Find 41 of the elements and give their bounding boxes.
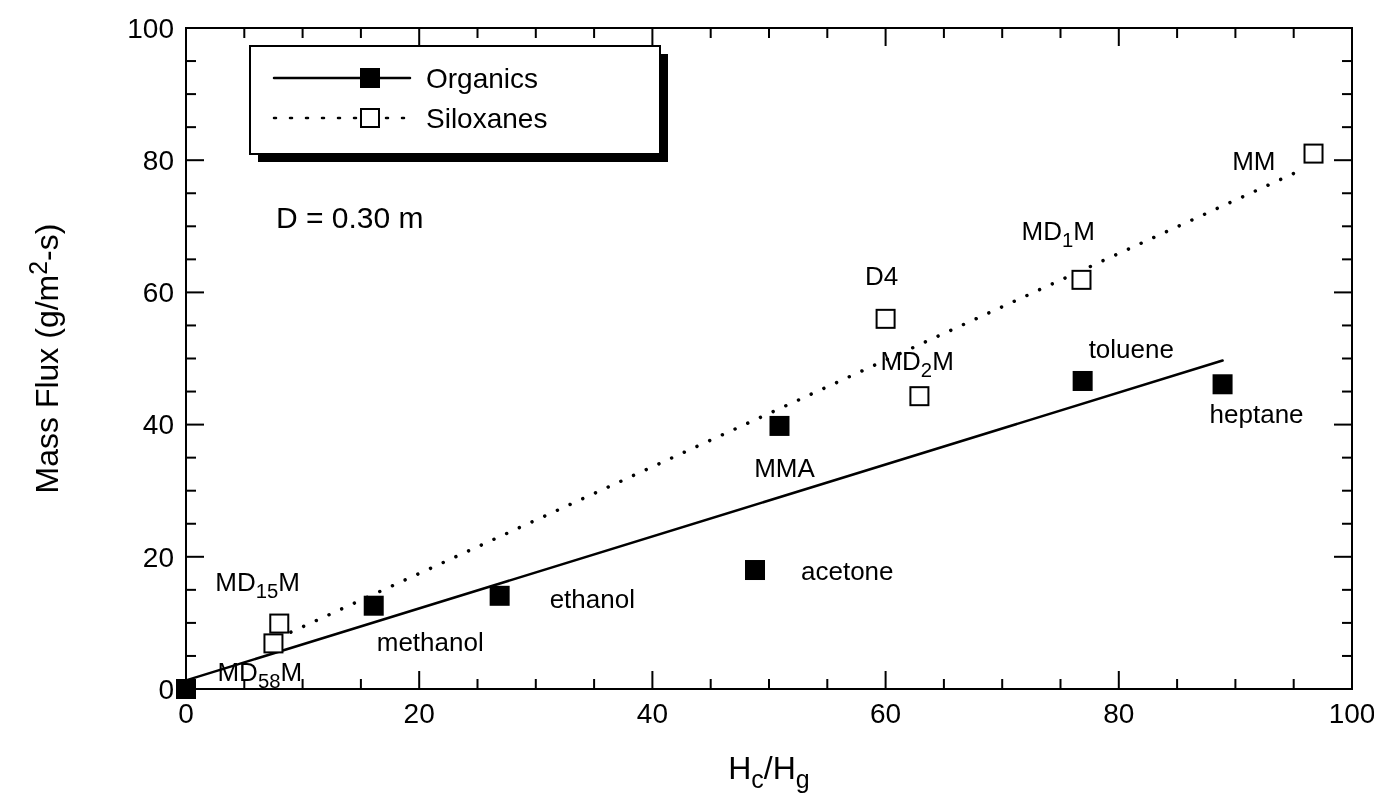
annotation: MD$_{15}$M (215, 566, 300, 602)
annotation: ethanol (549, 583, 635, 614)
y-tick-label: 20 (142, 541, 174, 573)
point (745, 560, 766, 581)
annotation: D4 (864, 260, 899, 291)
x-tick-label: 20 (403, 698, 435, 729)
annotation: acetone (801, 556, 894, 587)
annotation: MM (1232, 145, 1276, 176)
x-tick-label: 100 (1328, 698, 1376, 729)
x-tick-label: 40 (636, 698, 668, 729)
annotation: MD$_{2}$M (880, 346, 954, 382)
annotation: toluene (1088, 333, 1174, 364)
y-tick-label: 60 (142, 277, 174, 309)
point (269, 613, 290, 634)
x-tick-label: 60 (870, 698, 902, 729)
point (176, 679, 196, 699)
point (909, 386, 930, 407)
x-axis-title: H$_{c}$/H$_{g}$ (728, 750, 810, 793)
annotation: MD$_{1}$M (1021, 215, 1095, 251)
point (769, 415, 790, 436)
point (263, 633, 284, 654)
point (1303, 143, 1324, 164)
point (1071, 269, 1092, 290)
x-tick-label: 0 (178, 698, 194, 729)
y-tick-label: 100 (127, 12, 174, 44)
annotation: D = 0.30 m (276, 201, 424, 234)
point (1212, 374, 1233, 395)
point (489, 585, 510, 606)
x-tick-label: 80 (1103, 698, 1135, 729)
legend-label: Organics (426, 62, 539, 94)
point (363, 595, 384, 616)
point (1072, 370, 1093, 391)
y-tick-label: 40 (142, 409, 174, 441)
annotation: MMA (754, 452, 816, 483)
annotation: MD$_{58}$M (217, 657, 303, 693)
point (875, 308, 896, 329)
annotation: methanol (376, 626, 484, 657)
legend-label: Siloxanes (426, 102, 548, 134)
y-tick-label: 80 (142, 145, 174, 176)
y-tick-label: 0 (158, 673, 174, 705)
annotation: heptane (1209, 399, 1304, 430)
